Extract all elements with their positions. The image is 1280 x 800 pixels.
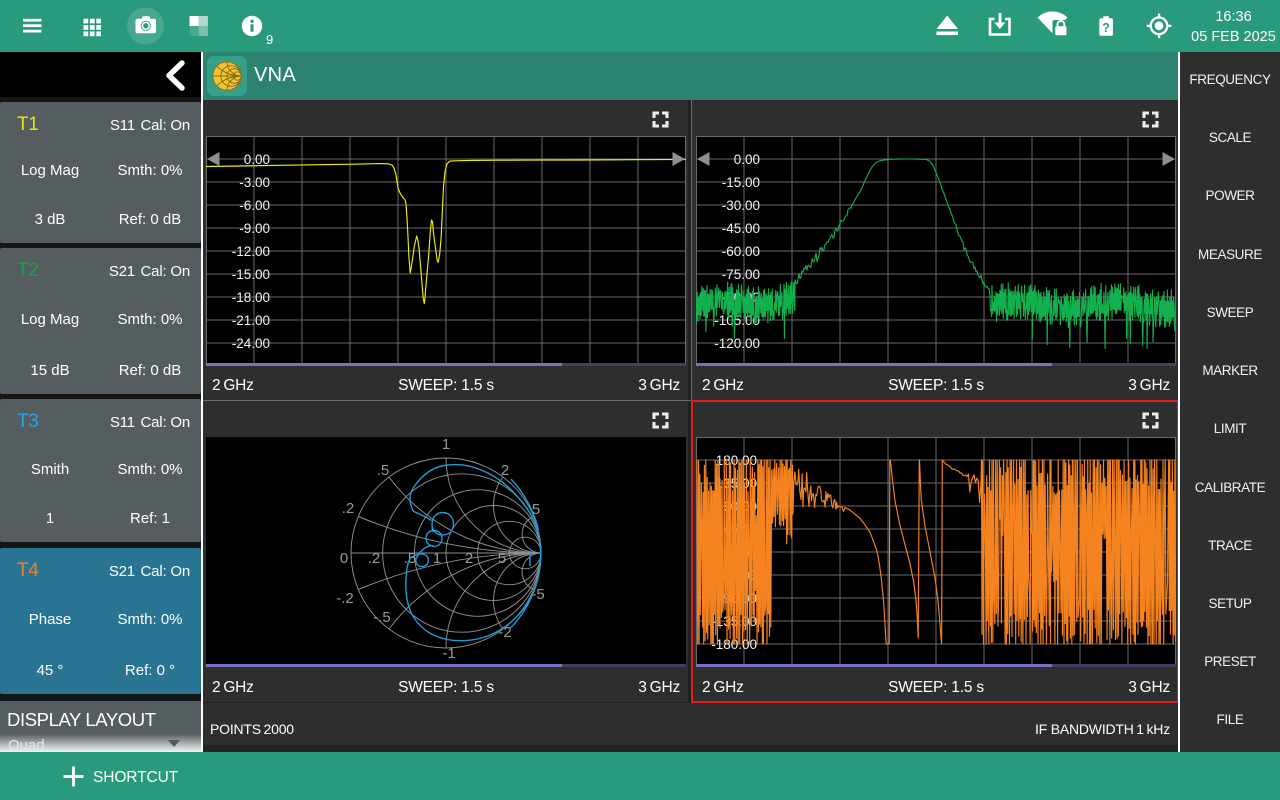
svg-text:1: 1 (433, 550, 441, 567)
svg-text:-180.00: -180.00 (711, 637, 757, 652)
svg-text:-18.00: -18.00 (232, 290, 270, 305)
svg-text:9: 9 (266, 32, 273, 47)
svg-text:2: 2 (501, 462, 509, 479)
svg-text:-.5: -.5 (373, 609, 391, 626)
svg-text:.5: .5 (377, 462, 390, 479)
svg-text:-5: -5 (531, 586, 544, 603)
svg-text:-15.00: -15.00 (232, 267, 270, 282)
svg-text:1: 1 (442, 437, 450, 453)
svg-text:-30.00: -30.00 (722, 198, 760, 213)
svg-text:-6.00: -6.00 (239, 198, 270, 213)
svg-text:5: 5 (498, 550, 506, 567)
svg-text:?: ? (1102, 21, 1110, 35)
svg-text:0.00: 0.00 (244, 152, 270, 167)
svg-text:.2: .2 (342, 500, 355, 517)
svg-text:.2: .2 (368, 550, 381, 567)
svg-text:-24.00: -24.00 (232, 336, 270, 351)
svg-text:2: 2 (465, 550, 473, 567)
svg-text:-15.00: -15.00 (722, 175, 760, 190)
svg-text:-21.00: -21.00 (232, 313, 270, 328)
svg-text:-.2: -.2 (336, 590, 354, 607)
svg-text:-120.00: -120.00 (714, 336, 760, 351)
svg-text:-9.00: -9.00 (239, 221, 270, 236)
svg-text:-45.00: -45.00 (722, 221, 760, 236)
svg-text:-60.00: -60.00 (722, 244, 760, 259)
svg-text:16:36: 16:36 (1215, 9, 1251, 25)
svg-text:-1: -1 (442, 645, 455, 662)
svg-text:-3.00: -3.00 (239, 175, 270, 190)
svg-text:0: 0 (340, 550, 348, 567)
svg-text:-105.00: -105.00 (714, 313, 760, 328)
svg-text:5: 5 (532, 501, 540, 518)
svg-text:-12.00: -12.00 (232, 244, 270, 259)
svg-text:0.00: 0.00 (734, 152, 760, 167)
svg-text:-75.00: -75.00 (722, 267, 760, 282)
svg-text:05 FEB 2025: 05 FEB 2025 (1191, 29, 1276, 45)
